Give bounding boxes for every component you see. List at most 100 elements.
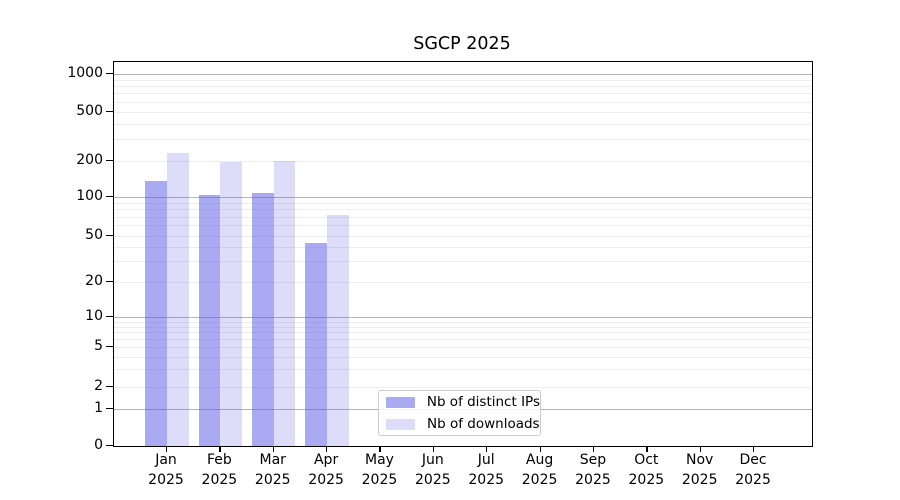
x-axis-tick-mark — [753, 446, 755, 452]
minor-gridline — [114, 246, 812, 248]
minor-gridline — [114, 86, 812, 88]
year-label: 2025 — [628, 471, 665, 488]
x-axis-tick-label-feb: Feb 2025 — [187, 451, 251, 490]
x-axis-tick-label-nov: Nov 2025 — [668, 451, 732, 490]
bar-distinct-ips-apr — [305, 243, 328, 446]
y-axis-tick-label-20: 20 — [85, 272, 103, 289]
x-axis-tick-mark — [539, 446, 541, 452]
gridline-5 — [114, 347, 812, 348]
bar-downloads-apr — [327, 215, 349, 446]
month-label: Jan — [155, 452, 177, 468]
y-axis-tick-label-10: 10 — [85, 308, 103, 324]
y-axis-tick-label-1: 1 — [94, 400, 103, 416]
x-axis-tick-mark — [646, 446, 648, 452]
x-axis-tick-label-may: May 2025 — [347, 451, 411, 490]
month-label: Sep — [579, 452, 607, 468]
x-axis-tick-mark — [592, 446, 595, 452]
minor-gridline — [114, 93, 812, 95]
y-axis-tick-label-100: 100 — [76, 188, 103, 204]
y-axis-tick-label-50: 50 — [85, 226, 103, 243]
y-axis-tick-mark — [106, 110, 113, 112]
y-axis-tick-mark — [106, 73, 113, 75]
y-axis-tick-mark — [106, 346, 113, 348]
month-label: Oct — [634, 452, 659, 468]
chart-title: SGCP 2025 — [413, 34, 511, 54]
month-label: Mar — [259, 452, 286, 468]
y-axis-tick-mark — [106, 160, 113, 162]
year-label: 2025 — [521, 471, 558, 488]
legend-label-downloads: Nb of downloads — [427, 416, 540, 432]
x-axis-tick-mark — [326, 446, 328, 452]
year-label: 2025 — [415, 471, 451, 488]
month-label: Dec — [739, 452, 767, 468]
x-axis-tick-label-oct: Oct 2025 — [614, 451, 678, 490]
bar-downloads-feb — [220, 162, 243, 446]
minor-gridline — [114, 216, 812, 218]
gridline-10 — [114, 317, 812, 318]
gridline-2 — [114, 387, 812, 388]
y-axis-tick-mark — [106, 280, 113, 282]
minor-gridline — [114, 356, 812, 358]
y-axis-tick-mark — [106, 386, 113, 388]
year-label: 2025 — [308, 471, 344, 488]
x-axis-tick-mark — [379, 446, 381, 452]
x-axis-tick-label-jul: Jul 2025 — [454, 451, 518, 490]
minor-gridline — [114, 202, 812, 204]
y-axis-tick-mark — [106, 316, 113, 318]
minor-gridline — [114, 101, 812, 103]
gridline-50 — [114, 235, 812, 237]
x-axis-tick-label-mar: Mar 2025 — [241, 451, 305, 490]
year-label: 2025 — [254, 471, 291, 488]
x-axis-tick-label-aug: Aug 2025 — [508, 451, 572, 490]
plot-area — [113, 61, 813, 447]
gridline-100 — [114, 197, 812, 198]
y-axis-tick-label-200: 200 — [76, 152, 103, 168]
year-label: 2025 — [575, 471, 611, 488]
month-label: Aug — [525, 452, 554, 468]
minor-gridline — [114, 261, 812, 263]
minor-gridline — [114, 332, 812, 334]
month-label: Nov — [686, 452, 714, 468]
month-label: Jul — [477, 452, 495, 468]
bar-downloads-jan — [167, 153, 189, 446]
x-axis-tick-label-dec: Dec 2025 — [721, 451, 785, 490]
legend-swatch-downloads — [386, 418, 415, 430]
y-axis-tick-label-5: 5 — [94, 338, 103, 354]
x-axis-tick-label-apr: Apr 2025 — [294, 451, 358, 490]
year-label: 2025 — [468, 471, 505, 488]
gridline-1000 — [114, 74, 812, 75]
minor-gridline — [114, 225, 812, 227]
y-axis-tick-label-0: 0 — [94, 437, 103, 453]
minor-gridline — [114, 326, 812, 328]
bar-downloads-mar — [273, 161, 296, 446]
minor-gridline — [114, 209, 812, 211]
month-label: May — [364, 452, 394, 468]
y-axis-tick-label-2: 2 — [94, 378, 103, 394]
y-axis-tick-mark — [106, 408, 113, 410]
x-axis-tick-mark — [166, 446, 168, 452]
gridline-20 — [114, 281, 812, 283]
y-axis-tick-mark — [106, 234, 113, 236]
x-axis-tick-mark — [486, 446, 488, 452]
x-axis-tick-mark — [272, 446, 274, 452]
y-axis-tick-label-500: 500 — [76, 102, 103, 119]
month-label: Jun — [421, 452, 444, 468]
y-axis-tick-mark — [106, 196, 113, 198]
x-axis-tick-label-jun: Jun 2025 — [401, 451, 465, 490]
x-axis-tick-mark — [699, 446, 701, 452]
legend: Nb of distinct IPs Nb of downloads — [378, 390, 541, 436]
month-label: Feb — [206, 452, 232, 468]
bar-distinct-ips-feb — [198, 195, 221, 446]
year-label: 2025 — [148, 471, 184, 488]
year-label: 2025 — [735, 471, 771, 488]
x-axis-tick-mark — [219, 446, 221, 452]
y-axis-tick-mark — [106, 445, 113, 447]
bar-distinct-ips-mar — [252, 193, 274, 446]
x-axis-tick-label-sep: Sep 2025 — [561, 451, 625, 490]
minor-gridline — [114, 139, 812, 141]
legend-item-downloads: Nb of downloads — [386, 415, 540, 434]
gridline-500 — [114, 111, 812, 113]
y-axis-tick-label-1000: 1000 — [67, 65, 103, 81]
x-axis-tick-label-jan: Jan 2025 — [134, 451, 198, 490]
